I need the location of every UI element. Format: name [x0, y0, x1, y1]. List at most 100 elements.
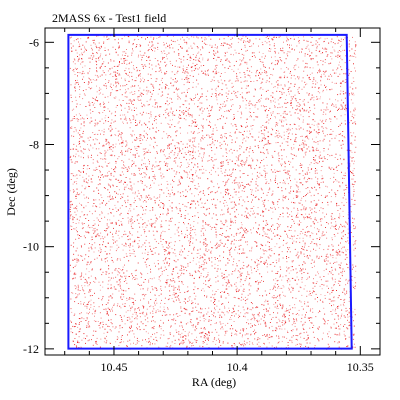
data-point: [269, 289, 271, 291]
data-point: [179, 334, 181, 336]
data-point: [316, 243, 318, 245]
data-point: [302, 237, 304, 239]
data-point: [258, 345, 260, 347]
data-point: [99, 183, 101, 185]
data-point: [249, 133, 251, 135]
data-point: [125, 202, 126, 204]
data-point: [306, 74, 308, 76]
data-point: [156, 78, 158, 80]
data-point: [235, 313, 237, 315]
data-point: [157, 105, 158, 107]
data-point: [261, 133, 263, 135]
data-point: [109, 148, 111, 150]
data-point: [132, 115, 134, 117]
data-point: [187, 113, 189, 115]
data-point: [170, 39, 172, 41]
data-point: [104, 216, 106, 218]
data-point: [81, 58, 83, 60]
data-point: [159, 36, 161, 38]
data-point: [171, 341, 173, 343]
data-point: [167, 193, 169, 195]
data-point: [191, 274, 193, 276]
data-point: [140, 272, 142, 274]
data-point: [298, 42, 300, 44]
data-point: [228, 109, 229, 111]
data-point: [326, 186, 328, 188]
data-point: [218, 245, 220, 247]
data-point: [251, 191, 253, 193]
data-point: [304, 262, 306, 264]
data-point: [133, 99, 135, 101]
data-point: [268, 122, 270, 124]
data-point: [340, 82, 342, 84]
data-point: [187, 290, 189, 292]
data-point: [210, 180, 212, 182]
data-point: [90, 299, 92, 301]
data-point: [182, 143, 184, 145]
data-point: [319, 276, 321, 278]
data-point: [298, 93, 300, 94]
data-point: [75, 130, 77, 132]
data-point: [148, 159, 149, 161]
data-point: [169, 263, 170, 265]
data-point: [345, 79, 347, 81]
data-point: [108, 200, 110, 202]
chart-title: 2MASS 6x - Test1 field: [52, 11, 166, 25]
data-point: [196, 79, 198, 81]
data-point: [100, 338, 102, 340]
data-point: [125, 91, 127, 93]
data-point: [343, 299, 345, 301]
data-point: [258, 51, 260, 53]
data-point: [102, 241, 104, 243]
data-point: [166, 108, 168, 110]
data-point: [104, 338, 106, 340]
data-point: [243, 268, 245, 269]
data-point: [186, 49, 188, 51]
data-point: [345, 221, 347, 223]
data-point: [253, 112, 255, 113]
data-point: [313, 243, 315, 245]
data-point: [150, 291, 151, 293]
data-point: [277, 279, 279, 281]
data-point: [121, 154, 123, 156]
data-point: [182, 68, 184, 70]
data-point: [274, 283, 276, 285]
data-point: [306, 46, 308, 48]
data-point: [81, 151, 83, 153]
data-point: [253, 210, 254, 212]
data-point: [285, 58, 287, 60]
data-point: [242, 134, 244, 136]
data-point: [130, 343, 132, 345]
data-point: [214, 267, 216, 269]
data-point: [274, 229, 276, 230]
data-point: [203, 172, 205, 174]
data-point: [96, 139, 98, 141]
data-point: [170, 218, 171, 220]
data-point: [89, 122, 91, 124]
data-point: [283, 169, 284, 171]
data-point: [262, 147, 264, 149]
data-point: [309, 55, 311, 57]
data-point: [238, 155, 240, 157]
data-point: [260, 248, 261, 250]
data-point: [111, 308, 113, 310]
data-point: [100, 88, 102, 90]
data-point: [354, 151, 356, 153]
data-point: [188, 78, 190, 80]
data-point: [312, 150, 314, 152]
data-point: [152, 105, 154, 107]
data-point: [241, 190, 243, 192]
data-point: [70, 308, 72, 310]
data-point: [94, 79, 96, 81]
data-point: [231, 285, 233, 287]
data-point: [145, 209, 147, 211]
data-point: [202, 315, 204, 317]
data-point: [170, 345, 172, 347]
data-point: [305, 144, 307, 146]
data-point: [284, 110, 286, 112]
data-point: [232, 347, 234, 348]
data-point: [208, 320, 210, 322]
data-point: [202, 138, 204, 140]
data-point: [196, 188, 198, 190]
data-point: [146, 169, 148, 171]
